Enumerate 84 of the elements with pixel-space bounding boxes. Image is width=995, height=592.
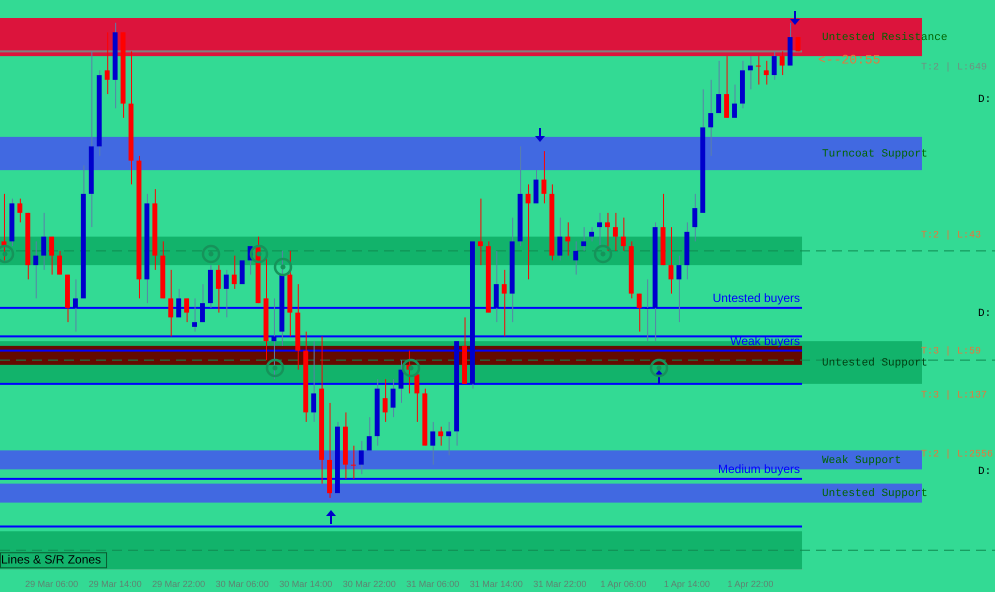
text: T:3 | L:137 [921, 390, 988, 402]
text: T:3 | L:59 [921, 346, 982, 358]
candlestick [176, 288, 182, 318]
candlestick [557, 217, 562, 261]
candlestick [724, 56, 730, 118]
x-tick-label: 29 Mar 06:00 [25, 579, 78, 590]
candlestick [358, 440, 364, 475]
candlestick [438, 426, 444, 446]
band-label: Untested Support [822, 488, 928, 500]
x-tick-label: 31 Mar 14:00 [470, 579, 523, 590]
candlestick [271, 298, 276, 380]
candlestick [526, 184, 531, 280]
band-label: Untested Support [822, 357, 928, 370]
candlestick [430, 421, 436, 466]
candlestick [502, 269, 507, 337]
candlestick [232, 255, 237, 290]
x-tick-label: 1 Apr 14:00 [664, 579, 710, 590]
candlestick [620, 217, 626, 252]
candlestick [668, 226, 674, 294]
text: D: [978, 94, 992, 106]
candlestick [350, 445, 356, 480]
candlestick [692, 193, 698, 242]
text: <--20:55 [818, 52, 880, 68]
candlestick [41, 212, 46, 270]
candlestick [17, 198, 22, 223]
candlestick [772, 50, 777, 80]
candlestick [49, 236, 54, 276]
candlestick [398, 360, 404, 404]
x-tick-label: 1 Apr 06:00 [600, 579, 646, 590]
candlestick [581, 226, 586, 252]
candlestick [612, 212, 618, 252]
candlestick [604, 212, 610, 252]
candlestick [414, 374, 420, 422]
candlestick [756, 56, 761, 86]
candlestick [708, 79, 714, 156]
candlestick [366, 416, 372, 451]
candlestick [565, 222, 570, 256]
x-tick-label: 1 Apr 22:00 [727, 579, 774, 590]
candlestick [716, 60, 722, 114]
x-tick-label: 30 Mar 14:00 [279, 579, 332, 590]
text: D: [978, 308, 992, 320]
candlestick [644, 278, 650, 342]
candlestick [676, 255, 682, 323]
x-tick-label: 30 Mar 22:00 [342, 579, 396, 590]
text: D: [978, 466, 992, 478]
candlestick [636, 293, 642, 332]
candlestick [224, 269, 229, 318]
candlestick [534, 170, 538, 204]
candlestick [748, 56, 753, 90]
candlestick [573, 240, 578, 276]
candlestick [597, 212, 602, 247]
band-label: Turncoat Support [822, 148, 928, 160]
x-tick-label: 29 Mar 22:00 [152, 579, 206, 590]
candlestick [33, 240, 38, 299]
candlestick [192, 298, 198, 332]
candlestick [200, 284, 205, 323]
ref-line-label: Untested buyers [712, 291, 800, 306]
x-tick-label: 30 Mar 06:00 [216, 579, 269, 590]
candlestick [311, 340, 316, 422]
text: Lines & S/R Zones [1, 552, 102, 567]
candlestick [780, 50, 785, 76]
candlestick [494, 250, 499, 323]
candlestick [104, 32, 110, 95]
x-tick-label: 31 Mar 22:00 [533, 579, 586, 590]
candlestick [57, 250, 62, 276]
candlestick [390, 378, 396, 418]
x-tick-label: 31 Mar 06:00 [406, 579, 460, 590]
candlestick [446, 421, 452, 456]
text: T:2 | L:649 [921, 62, 988, 74]
ref-line-label: Weak buyers [730, 334, 800, 348]
candlestick [382, 378, 388, 422]
candlestick [732, 84, 737, 118]
candlestick [168, 269, 174, 337]
text: T:2 | L:43 [921, 230, 982, 242]
candlestick [478, 198, 483, 266]
candlestick [589, 226, 594, 242]
candlestick [216, 264, 221, 314]
candlestick [72, 278, 78, 332]
band-label: Weak Support [822, 454, 902, 467]
candlestick [541, 150, 546, 204]
ref-line-label: Medium buyers [718, 462, 800, 476]
candlestick [184, 298, 190, 323]
x-tick-label: 29 Mar 14:00 [88, 579, 142, 590]
candlestick [796, 36, 800, 52]
